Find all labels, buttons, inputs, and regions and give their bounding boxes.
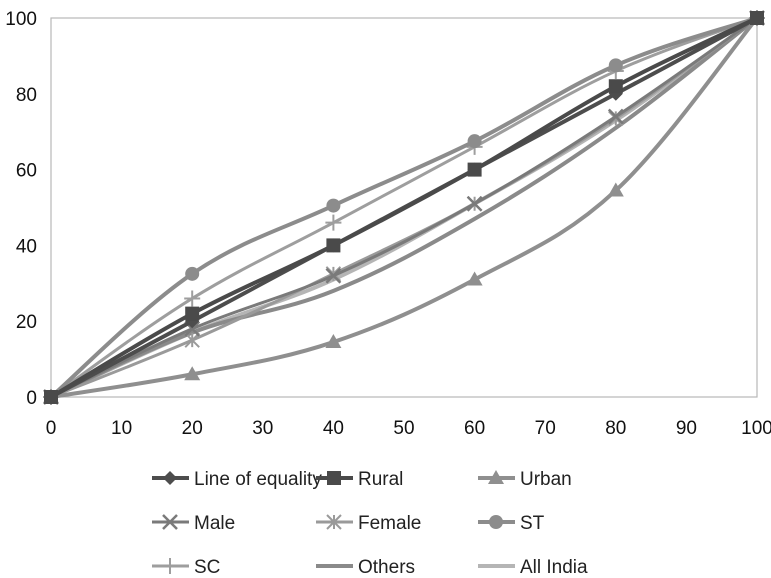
data-point-sc-20 [184, 290, 201, 307]
legend-item-line-of-equality: Line of equality [152, 469, 322, 490]
legend-item-urban: Urban [478, 469, 572, 490]
y-tick-label-100: 100 [5, 9, 37, 30]
legend-marker-line-of-equality [163, 471, 177, 485]
legend-marker-female [326, 514, 342, 530]
legend-marker-sc [162, 558, 178, 574]
legend-label-male: Male [194, 513, 235, 534]
data-point-st-20 [185, 266, 200, 281]
legend: Line of equality Rural Urban Male Female ST SC… [152, 469, 588, 578]
data-point-rural-100 [750, 11, 764, 25]
data-point-rural-60 [467, 162, 482, 177]
legend-marker-urban [488, 470, 504, 484]
legend-item-female: Female [316, 513, 421, 534]
data-point-urban-80 [607, 182, 624, 197]
x-tick-label-80: 80 [605, 418, 626, 439]
y-tick-label-40: 40 [16, 236, 37, 257]
data-point-urban-20 [184, 366, 201, 381]
data-point-sc-40 [325, 214, 342, 231]
legend-item-st: ST [478, 513, 545, 534]
x-tick-label-30: 30 [252, 418, 273, 439]
data-point-urban-40 [325, 334, 342, 349]
x-tick-label-90: 90 [676, 418, 697, 439]
legend-item-others: Others [316, 557, 415, 578]
data-point-st-60 [467, 134, 482, 149]
legend-label-rural: Rural [358, 469, 403, 490]
x-tick-label-40: 40 [323, 418, 344, 439]
series-line-rural [49, 16, 759, 399]
data-point-rural-20 [185, 306, 200, 321]
y-axis-ticks: 0 20 40 60 80 100 [5, 9, 37, 409]
series-line-others [49, 16, 759, 399]
y-tick-label-20: 20 [16, 312, 37, 333]
legend-label-line-of-equality: Line of equality [194, 469, 322, 490]
data-point-male-60 [466, 195, 483, 212]
x-tick-label-60: 60 [464, 418, 485, 439]
x-tick-label-100: 100 [741, 418, 771, 439]
x-tick-label-50: 50 [393, 418, 414, 439]
data-point-st-40 [326, 198, 341, 213]
legend-item-sc: SC [152, 557, 220, 578]
series-line-sc [49, 16, 759, 399]
data-point-rural-0 [44, 390, 58, 404]
y-tick-label-0: 0 [26, 388, 37, 409]
y-tick-label-80: 80 [16, 85, 37, 106]
data-point-rural-80 [608, 79, 623, 94]
series-others [49, 16, 759, 399]
data-point-urban-60 [466, 271, 483, 286]
data-point-st-80 [608, 58, 623, 73]
data-point-female-20 [184, 332, 200, 348]
x-tick-label-10: 10 [111, 418, 132, 439]
series-layer [43, 10, 765, 405]
legend-item-rural: Rural [316, 469, 403, 490]
x-tick-label-0: 0 [46, 418, 57, 439]
series-rural [44, 11, 764, 404]
legend-label-urban: Urban [520, 469, 572, 490]
x-tick-label-20: 20 [182, 418, 203, 439]
data-point-male-80 [607, 108, 624, 125]
legend-item-all-india: All India [478, 557, 588, 578]
legend-label-female: Female [358, 513, 421, 534]
x-tick-label-70: 70 [535, 418, 556, 439]
legend-label-others: Others [358, 557, 415, 578]
legend-label-st: ST [520, 513, 545, 534]
legend-label-sc: SC [194, 557, 220, 578]
legend-marker-st [489, 515, 503, 529]
series-line-male [49, 16, 759, 399]
x-axis-ticks: 0 10 20 30 40 50 60 70 80 90 100 [46, 418, 771, 439]
legend-label-all-india: All India [520, 557, 588, 578]
data-point-male-40 [325, 267, 342, 284]
legend-item-male: Male [152, 513, 235, 534]
plot-area-border [50, 17, 758, 398]
series-line-st [49, 16, 759, 399]
data-point-rural-40 [326, 238, 341, 253]
y-tick-label-60: 60 [16, 161, 37, 182]
legend-marker-male [162, 514, 178, 530]
legend-marker-rural [327, 471, 341, 485]
